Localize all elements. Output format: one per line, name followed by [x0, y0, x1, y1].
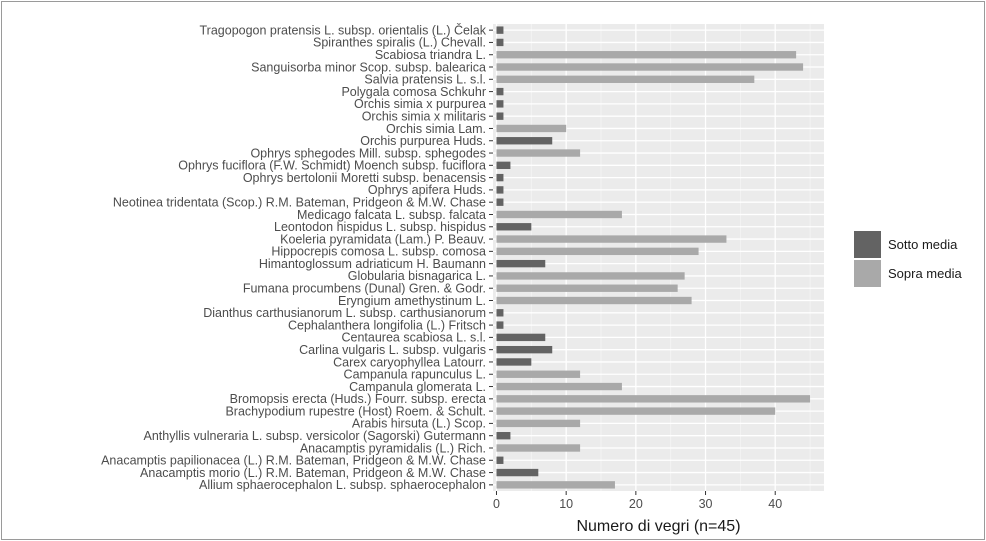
category-label: Scabiosa triandra L.: [375, 48, 486, 62]
category-label: Ophrys apifera Huds.: [368, 183, 486, 197]
bar: [496, 51, 797, 59]
bar: [496, 468, 539, 477]
category-label: Orchis simia Lam.: [386, 122, 486, 136]
bar: [496, 358, 532, 366]
bar: [496, 419, 581, 428]
category-label: Orchis purpurea Huds.: [360, 134, 486, 148]
legend: Sotto media Sopra media: [854, 231, 962, 287]
bar: [496, 137, 553, 145]
major-grid: [493, 24, 824, 491]
bar: [496, 26, 504, 34]
bar: [496, 284, 678, 292]
category-label: Orchis simia x purpurea: [354, 97, 486, 111]
category-label: Campanula glomerata L.: [349, 380, 486, 394]
bar: [496, 112, 504, 120]
category-label: Sanguisorba minor Scop. subsp. balearica: [251, 60, 486, 74]
category-label: Leontodon hispidus L. subsp. hispidus: [274, 220, 486, 234]
bar: [496, 38, 504, 47]
category-label: Tragopogon pratensis L. subsp. orientali…: [200, 22, 487, 37]
bar: [496, 87, 504, 96]
legend-key: [854, 231, 881, 258]
x-axis-title: Numero di vegri (n=45): [576, 518, 740, 535]
bar: [496, 223, 532, 231]
category-label: Carlina vulgaris L. subsp. vulgaris: [299, 343, 486, 357]
legend-key: [854, 260, 881, 287]
category-label: Bromopsis erecta (Huds.) Fourr. subsp. e…: [230, 392, 486, 406]
legend-label: Sotto media: [888, 237, 958, 252]
bar: [496, 272, 685, 280]
bar: [496, 456, 504, 464]
category-label: Eryngium amethystinum L.: [338, 294, 486, 308]
category-label: Allium sphaerocephalon L. subsp. sphaero…: [199, 478, 486, 492]
bar: [496, 444, 581, 452]
category-label: Campanula rapunculus L.: [344, 368, 486, 382]
x-tick-label: 10: [559, 497, 573, 511]
bar: [496, 247, 699, 256]
bar: [496, 382, 622, 391]
bar: [496, 370, 581, 378]
category-labels: Tragopogon pratensis L. subsp. orientali…: [101, 22, 493, 492]
category-label: Centaurea scabiosa L. s.l.: [341, 331, 486, 345]
bar: [496, 100, 504, 108]
category-label: Fumana procumbens (Dunal) Gren. & Godr.: [243, 282, 486, 296]
bar: [496, 432, 511, 440]
bar: [496, 186, 504, 194]
x-tick-label: 0: [493, 497, 500, 511]
category-label: Polygala comosa Schkuhr: [341, 85, 486, 99]
category-label: Himantoglossum adriaticum H. Baumann: [259, 257, 486, 271]
bar: [496, 210, 622, 219]
x-tick-label: 40: [768, 497, 782, 511]
category-label: Globularia bisnagarica L.: [348, 269, 486, 283]
bar: [496, 333, 546, 342]
category-label: Arabis hirsuta (L.) Scop.: [352, 417, 486, 431]
category-label: Ophrys sphegodes Mill. subsp. sphegodes: [250, 146, 486, 160]
bar: [496, 149, 581, 157]
category-label: Anthyllis vulneraria L. subsp. versicolo…: [144, 429, 487, 443]
bar: [496, 407, 776, 415]
bar: [496, 173, 504, 182]
category-label: Ophrys fuciflora (F.W. Schmidt) Moench s…: [178, 159, 486, 173]
bar: [496, 124, 567, 133]
bar: [496, 481, 615, 489]
category-label: Hippocrepis comosa L. subsp. comosa: [271, 245, 486, 259]
bar: [496, 259, 546, 268]
bar: [496, 63, 804, 71]
bar: [496, 296, 692, 305]
bars: [496, 26, 811, 489]
category-label: Cephalanthera longifolia (L.) Fritsch: [288, 318, 486, 332]
bar: [496, 235, 727, 243]
category-label: Dianthus carthusianorum L. subsp. carthu…: [203, 306, 486, 320]
x-axis: 0 10 20 30 40: [493, 491, 782, 511]
legend-label: Sopra media: [888, 266, 962, 281]
bar: [496, 198, 504, 206]
bar: [496, 75, 755, 83]
category-label: Carex caryophyllea Latourr.: [333, 355, 486, 369]
x-tick-label: 30: [699, 497, 713, 511]
category-label: Salvia pratensis L. s.l.: [364, 73, 486, 87]
bar: [496, 345, 553, 354]
category-label: Spiranthes spiralis (L.) Chevall.: [313, 36, 486, 50]
bar: [496, 161, 511, 170]
category-label: Anacamptis papilionacea (L.) R.M. Batema…: [101, 454, 486, 468]
category-label: Anacamptis morio (L.) R.M. Bateman, Prid…: [140, 466, 486, 480]
category-label: Neotinea tridentata (Scop.) R.M. Bateman…: [113, 195, 486, 209]
x-tick-label: 20: [629, 497, 643, 511]
category-label: Medicago falcata L. subsp. falcata: [297, 208, 486, 222]
category-label: Anacamptis pyramidalis (L.) Rich.: [300, 441, 486, 455]
category-label: Brachypodium rupestre (Host) Roem. & Sch…: [225, 404, 486, 418]
bar: [496, 309, 504, 317]
bar: [496, 321, 504, 329]
category-label: Ophrys bertolonii Moretti subsp. benacen…: [243, 171, 486, 185]
bar: [496, 395, 811, 403]
category-label: Koeleria pyramidata (Lam.) P. Beauv.: [280, 232, 486, 246]
category-label: Orchis simia x militaris: [362, 109, 486, 123]
